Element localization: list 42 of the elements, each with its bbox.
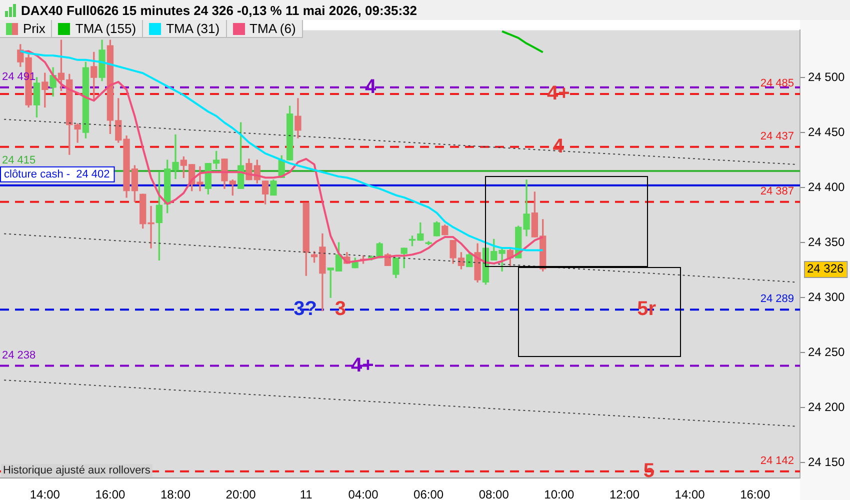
ref-line-label: 24 415 — [2, 154, 36, 167]
text: 24 326 — [807, 261, 844, 276]
y-tick-label: 24 300 — [808, 290, 846, 304]
y-tick-label: 24 400 — [808, 180, 846, 194]
ref-line-label: 24 387 — [760, 185, 794, 198]
x-tick-label: 04:00 — [348, 488, 379, 500]
y-tick-label: 24 200 — [808, 400, 846, 414]
ref-line-label: 24 142 — [760, 454, 794, 467]
ref-line-label: 24 238 — [2, 349, 36, 362]
chart-title: DAX40 Full0626 15 minutes 24 326 -0,13 % 11 mai 2026, 09:35:32 — [21, 2, 418, 18]
x-tick-label: 14:00 — [674, 488, 706, 500]
x-tick-label: 10:00 — [544, 488, 575, 500]
ref-line-label: 24 491 — [2, 70, 36, 83]
x-tick-label: 08:00 — [478, 488, 510, 500]
annotation: Historique ajusté aux rollovers — [3, 464, 151, 477]
x-tick-label: 20:00 — [226, 488, 256, 500]
y-tick-label: 24 500 — [808, 70, 846, 84]
legend-label: TMA (6) — [250, 21, 296, 36]
x-tick-label: 16:00 — [740, 488, 770, 500]
ref-line-label: 24 289 — [760, 293, 794, 306]
annotation: 3 — [334, 298, 346, 320]
ref-line-label: 24 485 — [760, 78, 794, 90]
legend-label: TMA (155) — [75, 21, 136, 36]
legend-label: Prix — [23, 21, 46, 36]
x-tick-label: 18:00 — [160, 488, 191, 500]
annotation: 3? — [294, 298, 317, 320]
x-tick-label: 16:00 — [95, 488, 126, 500]
y-tick-label: 24 450 — [808, 124, 846, 139]
y-tick-label: 24 150 — [808, 454, 846, 469]
annotation: 4 — [365, 76, 378, 98]
annotation: 4+ — [546, 82, 570, 105]
x-tick-label: 14:00 — [30, 488, 60, 500]
annotation: 5r — [637, 298, 656, 320]
x-tick-label: 12:00 — [609, 488, 640, 500]
y-tick-label: 24 350 — [808, 234, 846, 249]
ref-line-label: clôture cash - 24 402 — [4, 168, 110, 180]
legend-label: TMA (31) — [166, 21, 220, 36]
x-tick-label: 11 — [300, 488, 313, 500]
x-tick-label: 06:00 — [414, 488, 444, 500]
y-tick-label: 24 250 — [808, 344, 846, 359]
ref-line-label: 24 437 — [760, 130, 794, 142]
annotation: 4+ — [351, 354, 374, 376]
